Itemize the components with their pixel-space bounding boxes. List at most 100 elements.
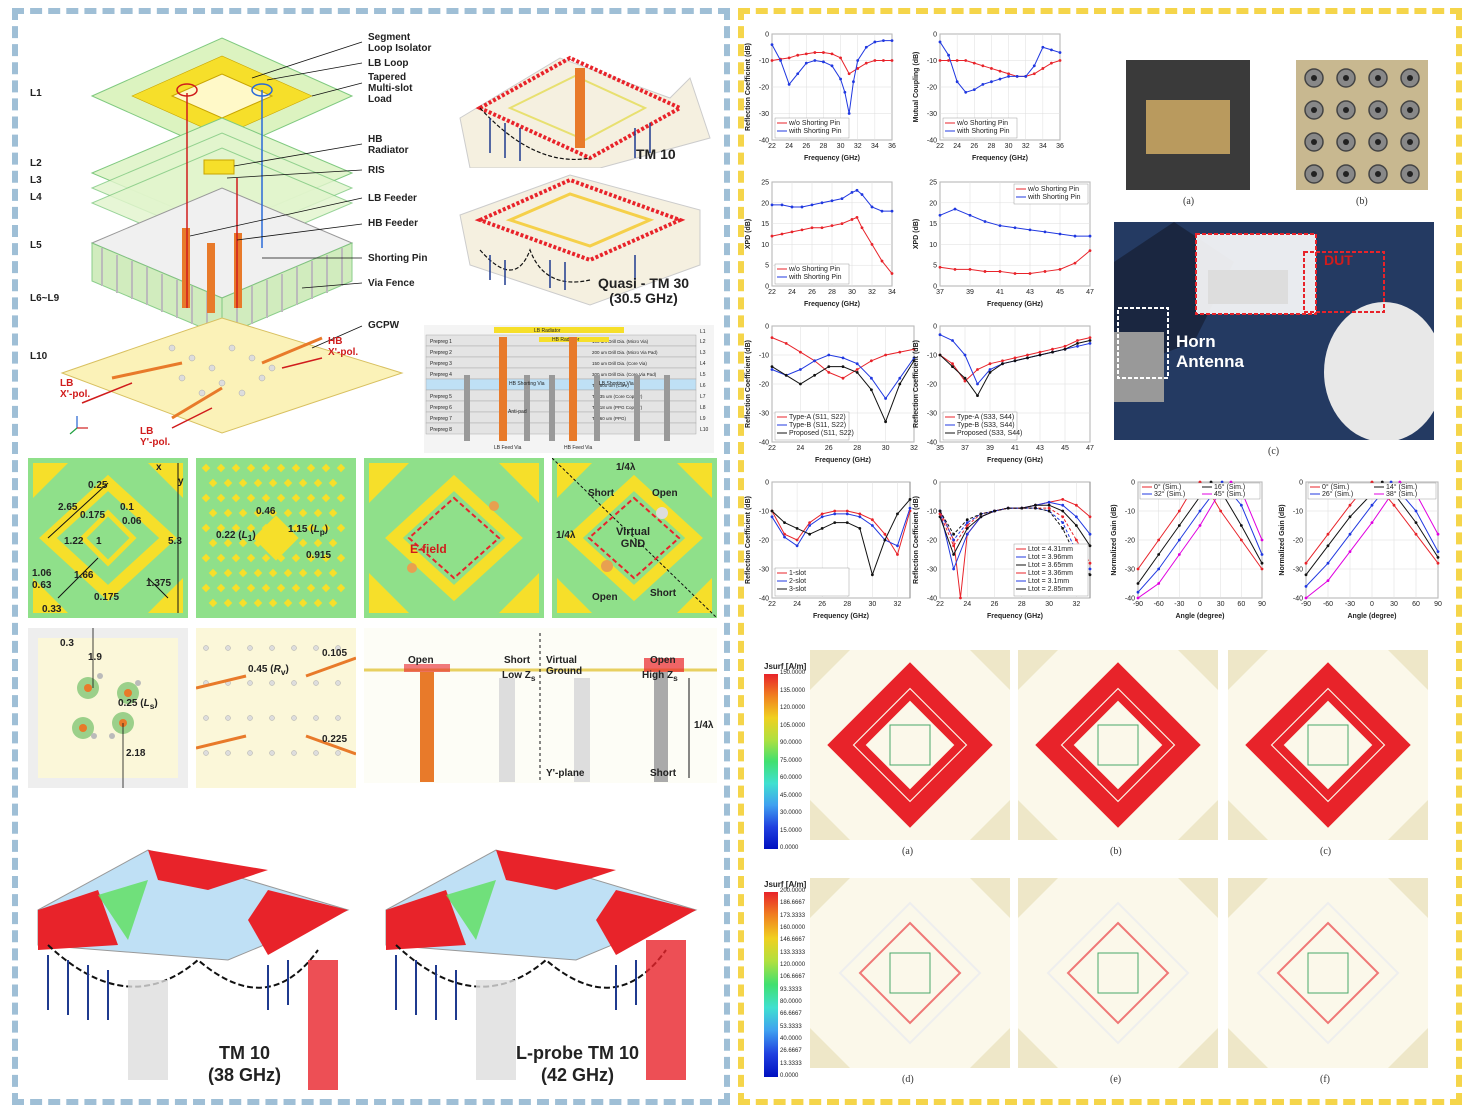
connector-pin: [1375, 139, 1381, 145]
chart-svg-c5: 22 24 26 28 30 32 0 -10 -20 -30 -40 Frequency (GHz)…: [745, 324, 918, 465]
data-point: [813, 373, 816, 377]
callout-gcpw: GCPW: [368, 320, 400, 331]
photo-caption-a: (a): [1183, 196, 1195, 207]
x-tick-label: 22: [768, 143, 776, 150]
x-tick-label: 34: [888, 289, 896, 296]
field-high-z-a: High Z: [642, 670, 674, 681]
field-outer-loop: [1245, 662, 1411, 828]
x-tick-label: 90: [1258, 601, 1266, 608]
connector-pin: [1311, 139, 1317, 145]
data-point: [855, 215, 859, 219]
data-point: [1370, 480, 1374, 484]
field-corner: [1178, 1028, 1218, 1068]
ris-cell: [313, 478, 323, 488]
stackup-antipad-label: Anti-pad: [508, 409, 527, 415]
x-tick-label: 32: [910, 445, 918, 452]
stackup-row-name: Prepreg 4: [430, 372, 452, 378]
data-point: [808, 524, 812, 527]
photo-caption-b: (b): [1356, 196, 1368, 207]
dim2-label-1-c: 1: [247, 533, 253, 543]
data-point: [870, 518, 874, 522]
qw-label-quarter-top: 1/4λ: [616, 462, 636, 473]
feed-via-hole: [335, 680, 341, 686]
y-tick-label: 0: [933, 284, 937, 291]
data-point: [938, 333, 942, 337]
colorbar-tick: 0.0000: [780, 1073, 799, 1079]
legend-box: [774, 117, 850, 139]
data-point: [898, 350, 902, 354]
data-point: [1088, 544, 1092, 548]
field-plot-svg: [810, 650, 1010, 840]
legend-label: 0° (Sim.): [1322, 483, 1349, 491]
data-point: [1076, 344, 1079, 348]
quarter-wave-diagram: 1/4λ 1/4λ Short Open Virtual GND Open Sh…: [552, 458, 717, 618]
x-tick-label: 24: [788, 289, 796, 296]
quasi-tm30-panel: Quasi - TM 30 (30.5 GHz): [450, 170, 720, 315]
legend-box: [1139, 482, 1261, 500]
data-point: [959, 596, 962, 600]
dim2-label-1-a: 0.22 (: [216, 530, 242, 541]
dim2-label-1: 0.22 (L1): [216, 530, 256, 543]
data-point: [1436, 561, 1440, 565]
via-dim-label-2-a: 0.25 (: [118, 698, 144, 709]
data-point: [783, 521, 786, 524]
via-dim-label-2-d: ): [154, 698, 158, 709]
data-point: [780, 203, 784, 207]
legend-label: 38° (Sim.): [1386, 490, 1417, 498]
x-tick-label: 30: [1390, 601, 1398, 608]
legend-box: [942, 117, 1018, 139]
field-outer-loop: [1046, 901, 1190, 1045]
x-tick-label: 37: [936, 289, 944, 296]
data-point: [808, 521, 812, 524]
data-point: [1041, 67, 1045, 70]
ris-cell: [291, 493, 301, 503]
y-tick-label: 25: [761, 180, 769, 187]
photo-caption-c: (c): [1268, 446, 1280, 457]
data-point: [795, 538, 799, 542]
y-tick-label: 0: [933, 324, 937, 331]
ris-cell: [291, 553, 301, 563]
y-tick-label: -10: [759, 58, 769, 65]
feed-via-hole: [247, 750, 253, 756]
x-axis-label: Frequency (GHz): [987, 613, 1043, 620]
data-point: [770, 336, 774, 339]
stackup-lb-radiator: [494, 327, 624, 333]
dut-label: DUT: [1324, 252, 1353, 268]
chart-svg-c10: -90 -60 -30 0 30 60 90 0 -10 -20 -30 -40 Angle (degr…: [1279, 480, 1442, 621]
data-point: [841, 376, 845, 380]
field-corner: [1178, 650, 1218, 690]
feed-dim-diagram: 0.45 (Rv) 0.105 0.225: [196, 628, 356, 788]
data-point: [1043, 270, 1047, 273]
legend-label: Type-A (S11, S22): [789, 414, 846, 421]
y-tick-label: 20: [929, 200, 937, 207]
data-point: [896, 512, 899, 516]
x-tick-label: 60: [1237, 601, 1245, 608]
ris-cell: [328, 508, 338, 518]
ris-cell: [321, 583, 331, 593]
data-point: [1136, 582, 1140, 585]
y-tick-label: -40: [1125, 596, 1135, 603]
feed-via-hole: [291, 715, 297, 721]
ris-cell: [276, 493, 286, 503]
colorbar-tick: 75.0000: [780, 757, 802, 764]
data-point: [1034, 506, 1037, 510]
data-point: [963, 379, 967, 383]
ris-cell: [253, 568, 263, 578]
field-plot-bg: [1228, 878, 1428, 1068]
chart-svg-c4: 37 39 41 43 45 47 0 5 10 15 20 25 Frequency (GHz) XPD…: [913, 180, 1094, 309]
x-tick-label: 0: [1198, 601, 1202, 608]
x-tick-label: -60: [1323, 601, 1333, 608]
stackup-shorting-via: [464, 375, 470, 441]
dim-diagram-1: 0.25 0.1 2.65 0.175 0.06 1.22 1 5.3 1.06…: [28, 458, 188, 618]
field-inner-loop: [1062, 689, 1174, 801]
data-point: [965, 532, 969, 536]
ris-cell: [313, 598, 323, 608]
data-point: [780, 232, 784, 236]
data-point: [852, 80, 855, 84]
feed-via-hole: [203, 715, 209, 721]
data-point: [998, 224, 1002, 228]
data-point: [1229, 480, 1233, 484]
data-point: [976, 382, 979, 386]
colorbar-tick: 146.6667: [780, 937, 806, 944]
